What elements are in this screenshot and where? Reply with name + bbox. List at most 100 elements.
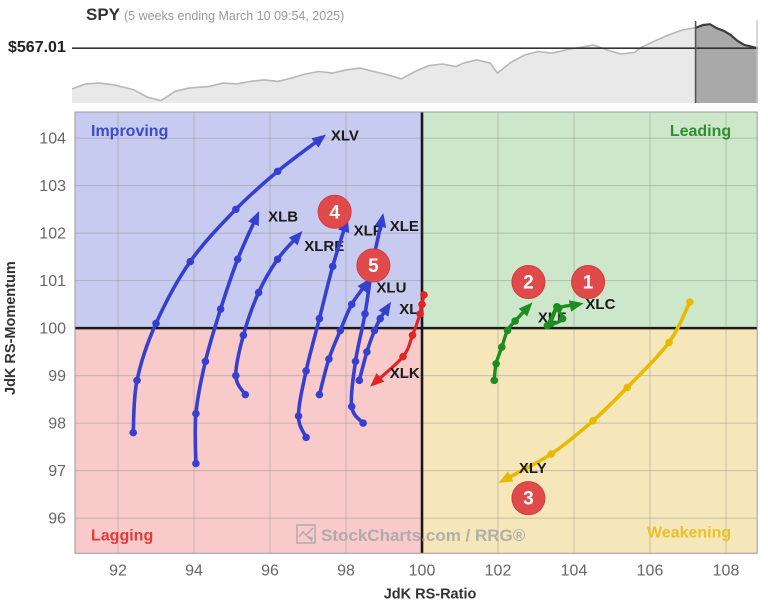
trail-dot [347, 402, 356, 411]
ticker-label-xle: XLE [390, 218, 419, 235]
trail-arrowhead-xlc [568, 300, 584, 312]
badge-5: 5 [356, 248, 391, 283]
trail-xlp: XLP [294, 217, 383, 442]
trail-xlb: XLB [192, 208, 298, 468]
trail-dot [498, 343, 506, 351]
ticker-label-xlre: XLRE [304, 238, 344, 255]
trail-dot [408, 331, 417, 340]
ticker-label-xlb: XLB [268, 208, 298, 225]
trail-dot [254, 288, 263, 297]
trail-xlc: XLC [543, 296, 616, 330]
trail-arrowhead-xlb [248, 211, 260, 227]
x-tick-label: 92 [109, 562, 127, 579]
trail-dot [361, 310, 369, 318]
trail-dot [555, 304, 563, 312]
y-tick-label: 100 [39, 321, 66, 338]
label-leading: Leading [670, 123, 731, 140]
spy-sparkline-chart [72, 20, 758, 103]
x-axis-title: JdK RS-Ratio [384, 586, 477, 602]
stockcharts-logo-icon [296, 524, 316, 544]
trail-dot [232, 371, 240, 380]
trail-dot [355, 376, 364, 385]
trail-dot [623, 383, 632, 392]
y-tick-label: 96 [48, 511, 66, 528]
y-tick-label: 98 [48, 416, 66, 433]
trail-arrowhead-xlu [357, 278, 371, 293]
badge-2: 2 [511, 265, 546, 300]
trail-arrowhead-xly [498, 471, 514, 484]
badge-4: 4 [317, 194, 352, 229]
trail-dot [302, 367, 310, 375]
ticker-label-xly: XLY [519, 460, 547, 477]
trail-xly: XLY [498, 298, 694, 484]
x-tick-label: 106 [637, 562, 664, 579]
trail-dot [294, 412, 303, 420]
rrg-chart: 92 94 96 98 100 102 104 106 108 96 97 98 99 100 101 102… [3, 111, 758, 602]
y-axis-title: JdK RS-Momentum [3, 261, 19, 395]
y-tick-label: 99 [48, 368, 66, 385]
trail-arrowhead-xli [378, 301, 392, 317]
x-tick-label: 108 [713, 562, 740, 579]
stockcharts-watermark: StockCharts.com / RRG® [296, 524, 526, 545]
trail-arrowhead-xlv [311, 134, 327, 148]
badge-number: 4 [329, 202, 340, 223]
trail-xlre: XLRE [232, 230, 344, 399]
trail-dot [152, 319, 160, 328]
trail-dot [336, 326, 345, 335]
badge-circle [356, 248, 391, 283]
trail-dot [129, 428, 138, 437]
trail-arrowhead-xlk [370, 373, 385, 387]
trail-xlk: XLK [370, 291, 428, 387]
trail-dot [376, 314, 385, 323]
trail-dot [192, 409, 200, 418]
trail-dot [192, 459, 200, 468]
x-tick-label: 96 [261, 562, 279, 579]
x-tick-label: 100 [409, 562, 436, 579]
trail-dot [216, 305, 225, 313]
trail-dot [492, 359, 500, 368]
badge-3: 3 [511, 481, 546, 516]
spy-highlight-region [695, 23, 758, 103]
y-tick-label: 97 [48, 463, 66, 480]
trail-dot [363, 348, 371, 356]
watermark-text: StockCharts.com / RRG® [321, 526, 526, 545]
trail-dot [503, 326, 512, 335]
trail-xlu: XLU [315, 278, 406, 399]
quadrant-weakening [422, 328, 758, 554]
label-lagging: Lagging [91, 527, 153, 544]
label-improving: Improving [91, 123, 168, 140]
trail-arrowhead-xlf [518, 302, 533, 317]
y-tick-label: 104 [39, 131, 66, 148]
quadrant-lagging [75, 328, 423, 554]
badge-circle [317, 194, 352, 229]
trail-dot [302, 433, 310, 442]
trail-xlv: XLV [129, 128, 359, 437]
trail-arrowhead-xlre [288, 230, 303, 246]
trail-line-xlb [193, 214, 259, 466]
x-tick-label: 98 [337, 562, 355, 579]
trail-dot [233, 255, 242, 264]
spy-price-label: $567.01 [8, 39, 66, 56]
trail-dot [241, 390, 250, 399]
trail-dot [315, 314, 324, 323]
trail-dot [359, 419, 367, 427]
label-weakening: Weakening [647, 524, 731, 541]
y-tick-label: 102 [39, 226, 66, 243]
trail-dot [665, 338, 673, 347]
logo-chart-line [298, 527, 314, 538]
trail-dot [686, 298, 694, 306]
spy-symbol-title: SPY [86, 5, 121, 24]
x-tick-label: 104 [561, 562, 588, 579]
trail-dot [325, 355, 333, 363]
trail-dot [347, 300, 356, 309]
x-tick-label: 94 [185, 562, 203, 579]
trail-dot [370, 326, 379, 335]
ticker-label-xlv: XLV [331, 128, 359, 145]
trail-dot [558, 314, 567, 323]
x-tick-label: 102 [485, 562, 512, 579]
trail-dot [418, 300, 426, 309]
spy-area-line [72, 23, 758, 102]
trail-dot [511, 317, 519, 325]
trail-dot [239, 331, 248, 340]
trail-dot [547, 450, 556, 458]
